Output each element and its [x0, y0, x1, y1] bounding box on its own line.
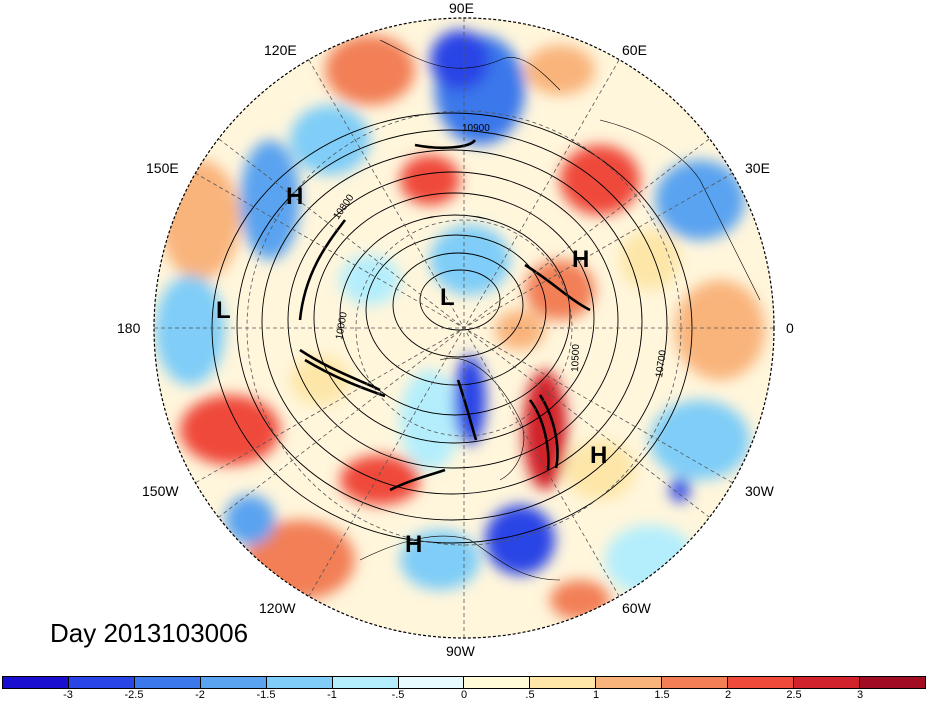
height-contours [211, 112, 693, 544]
colorbar-swatch [3, 677, 69, 688]
colorbar-swatch [530, 677, 597, 688]
lon-label-60e: 60E [622, 42, 647, 58]
lon-label-90w: 90W [446, 643, 475, 659]
high-pressure-label: H [590, 442, 608, 469]
colorbar-swatch [728, 677, 795, 688]
contour-label: 10500 [570, 343, 582, 372]
colorbar-swatch [464, 677, 531, 688]
colorbar-swatch [332, 677, 399, 688]
colorbar-tick-label: 1 [592, 689, 600, 701]
low-pressure-label: L [216, 297, 231, 324]
colorbar-swatch [596, 677, 663, 688]
high-pressure-label: H [572, 246, 590, 273]
lon-label-180: 180 [117, 320, 141, 336]
colorbar-tick-label: .5 [525, 689, 535, 701]
colorbar-tick-label: 1.5 [654, 689, 670, 701]
colorbar-tick-label: -1.5 [256, 689, 276, 701]
lon-label-30e: 30E [745, 160, 770, 176]
colorbar-tick-label: -2.5 [124, 689, 144, 701]
high-pressure-label: H [286, 183, 304, 210]
lon-label-60w: 60W [622, 600, 651, 616]
colorbar-tick-label: 2 [724, 689, 732, 701]
colorbar-swatch [859, 677, 925, 688]
lon-label-30w: 30W [745, 483, 774, 499]
anomaly-field [154, 18, 774, 638]
contour-label: 10900 [462, 123, 490, 134]
contour-label: 10000 [334, 311, 350, 341]
colorbar-tick-label: 0 [460, 689, 468, 701]
date-title: Day 2013103006 [50, 618, 249, 648]
colorbar-tick-label: -3 [63, 689, 73, 701]
lon-label-0: 0 [786, 320, 794, 336]
low-pressure-label: L [440, 284, 455, 311]
high-pressure-label: H [405, 531, 423, 558]
colorbar-swatch [794, 677, 860, 688]
colorbar-swatch [398, 677, 465, 688]
lon-label-150e: 150E [146, 160, 179, 176]
lon-label-120w: 120W [259, 600, 296, 616]
colorbar-tick-label: 2.5 [786, 689, 802, 701]
colorbar-swatch [68, 677, 135, 688]
lon-label-150w: 150W [142, 483, 179, 499]
lon-label-120e: 120E [264, 42, 297, 58]
colorbar-swatch [200, 677, 267, 688]
graticule [154, 18, 774, 638]
colorbar-swatch [662, 677, 729, 688]
colorbar-tick-label: 3 [856, 689, 864, 701]
map-boundary [153, 17, 775, 639]
colorbar-swatch [266, 677, 333, 688]
colorbar-swatch [134, 677, 201, 688]
lon-label-90e: 90E [449, 0, 474, 16]
coastlines [359, 39, 761, 581]
colorbar-tick-label: -.5 [391, 689, 405, 701]
colorbar [2, 676, 926, 689]
colorbar-tick-label: -1 [327, 689, 337, 701]
contour-label: 10700 [654, 349, 669, 379]
colorbar-tick-label: -2 [195, 689, 205, 701]
